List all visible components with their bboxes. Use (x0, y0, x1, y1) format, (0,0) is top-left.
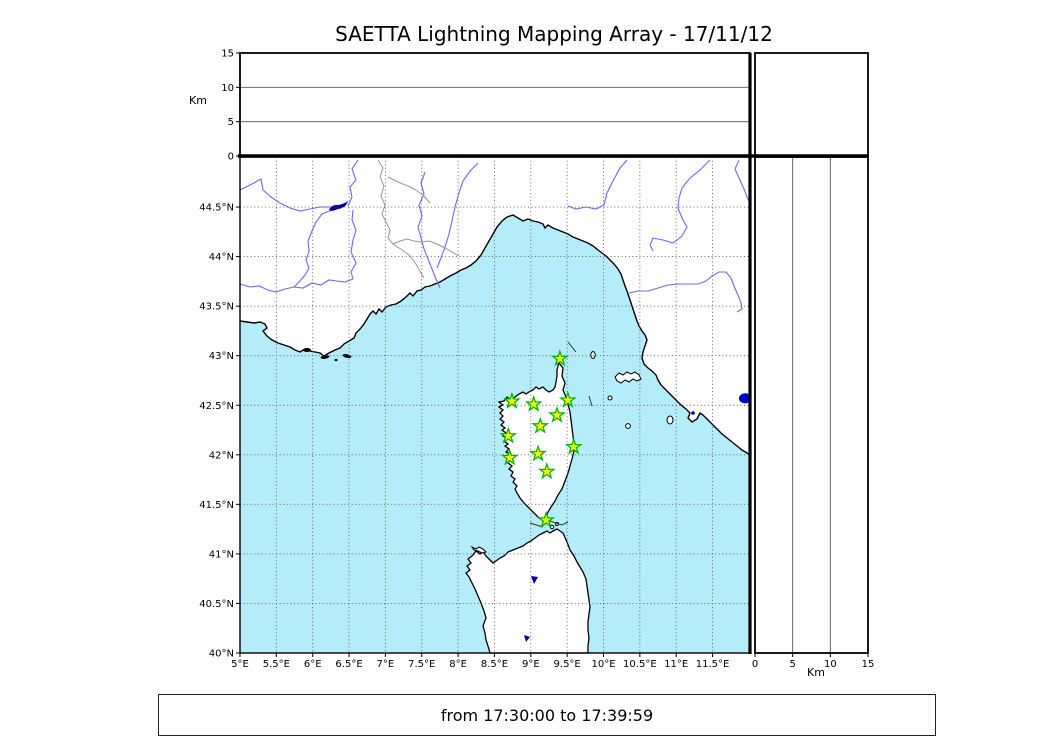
alt-tick-label: 0 (228, 152, 234, 163)
lma-station-star-icon (529, 444, 548, 462)
alt-tick-label: 15 (221, 49, 234, 60)
sardinia-lake-2 (524, 635, 530, 642)
x-tick-label: 10°E (591, 659, 615, 670)
panel-frames (238, 52, 869, 654)
alt-tick-label: 5 (789, 659, 795, 670)
y-tick-label: 41°N (209, 549, 234, 560)
lake-serre-poncon (329, 201, 348, 211)
y-tick-label: 41.5°N (199, 500, 234, 511)
page-title: SAETTA Lightning Mapping Array - 17/11/1… (335, 22, 773, 46)
x-tick-label: 7.5°E (408, 659, 435, 670)
lma-station-star-icon (524, 394, 543, 412)
lma-station-star-icon (499, 426, 518, 444)
time-window-box: from 17:30:00 to 17:39:59 (158, 694, 936, 736)
orbetello-lagoon (691, 411, 695, 415)
time-window-text: from 17:30:00 to 17:39:59 (440, 705, 654, 725)
lma-station-star-icon (537, 510, 556, 528)
capraia-island (590, 351, 596, 359)
gridlines (240, 86, 831, 653)
lma-station-markers (499, 349, 583, 528)
map-panel (239, 159, 752, 654)
lma-station-star-icon (500, 448, 519, 466)
alt-tick-label: 15 (862, 659, 875, 670)
region-borders (377, 159, 460, 279)
lma-station-star-icon (503, 391, 521, 409)
x-tick-label: 8°E (449, 659, 467, 670)
alt-tick-label: 10 (221, 83, 234, 94)
x-tick-label: 9.5°E (554, 659, 581, 670)
x-tick-label: 10.5°E (623, 659, 657, 670)
x-tick-label: 6°E (304, 659, 322, 670)
y-tick-label: 43°N (209, 351, 234, 362)
alt-tick-label: 5 (228, 117, 234, 128)
x-tick-label: 5°E (231, 659, 249, 670)
y-tick-label: 42.5°N (199, 401, 234, 412)
x-tick-label: 6.5°E (335, 659, 362, 670)
y-tick-label: 40°N (209, 649, 234, 660)
alt-tick-label: 10 (824, 659, 837, 670)
axis-ticks-and-labels: 5°E 5.5°E 6°E 6.5°E 7°E 7.5°E 8°E 8.5°E 9°E 9.5°E… (199, 49, 874, 671)
y-tick-label: 42°N (209, 450, 234, 461)
map-annotation-marks (529, 341, 593, 528)
elba-island (614, 371, 642, 384)
lma-station-star-icon (531, 416, 550, 434)
x-tick-label: 9°E (522, 659, 540, 670)
x-tick-label: 11°E (664, 659, 688, 670)
right-altitude-panel-frame (754, 156, 869, 654)
lma-station-star-icon (550, 349, 569, 367)
sardinia-island (465, 528, 591, 654)
y-tick-label: 40.5°N (199, 599, 234, 610)
y-tick-label: 44°N (209, 252, 234, 263)
right-panel-km-label: Km (807, 666, 825, 679)
x-tick-label: 8.5°E (481, 659, 508, 670)
sea-fill (240, 215, 750, 653)
x-tick-label: 11.5°E (696, 659, 730, 670)
lma-station-star-icon (537, 462, 556, 480)
maddalena-island (549, 524, 555, 530)
lma-station-star-icon (547, 405, 566, 423)
lma-station-star-icon (558, 390, 577, 408)
pianosa-island (607, 395, 613, 401)
lakes (329, 201, 695, 642)
lma-station-star-icon (564, 437, 583, 455)
asinara-island (470, 545, 487, 554)
giglio-island (666, 415, 674, 425)
mainland-coastline (239, 214, 751, 456)
alt-tick-label: 0 (752, 659, 758, 670)
y-tick-label: 43.5°N (199, 302, 234, 313)
sardinia-lake-1 (531, 576, 538, 584)
top-panel-km-label: Km (189, 94, 207, 107)
x-tick-label: 5.5°E (263, 659, 290, 670)
top-altitude-panel-frame (239, 52, 751, 157)
y-tick-label: 44.5°N (199, 203, 234, 214)
top-right-box-frame (754, 52, 869, 157)
montecristo-island (625, 423, 631, 429)
x-tick-label: 7°E (377, 659, 395, 670)
small-islands (470, 351, 674, 554)
